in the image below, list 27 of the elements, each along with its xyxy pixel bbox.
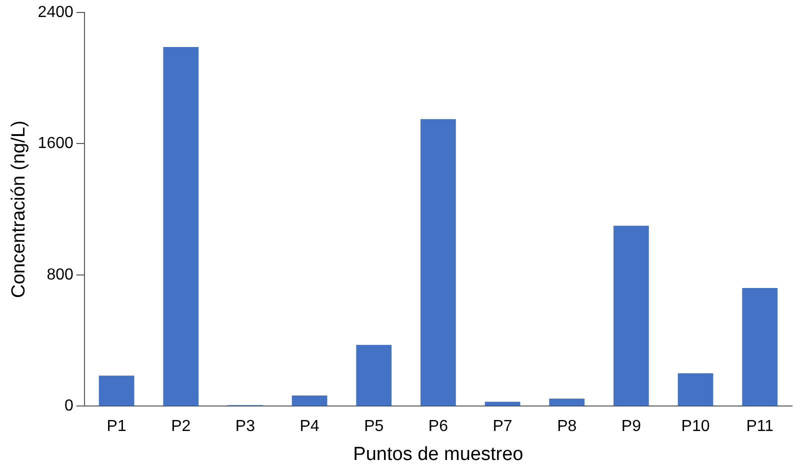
x-tick-label: P8 bbox=[557, 418, 577, 436]
x-tick-label: P2 bbox=[171, 418, 191, 436]
bar bbox=[292, 396, 328, 406]
x-tick-label: P11 bbox=[746, 418, 774, 436]
y-tick-label: 1600 bbox=[38, 135, 74, 152]
bar bbox=[484, 402, 520, 406]
x-tick-label: P1 bbox=[106, 418, 126, 436]
bar bbox=[549, 398, 585, 406]
bar bbox=[613, 226, 649, 406]
x-tick-label: P5 bbox=[364, 418, 384, 436]
x-tick-label: P6 bbox=[428, 418, 448, 436]
bar bbox=[163, 47, 199, 406]
y-axis-title: Concentración (ng/L) bbox=[8, 120, 30, 298]
x-tick-label: P4 bbox=[300, 418, 320, 436]
bar bbox=[742, 288, 778, 406]
x-tick-label: P7 bbox=[492, 418, 512, 436]
bar bbox=[356, 344, 392, 406]
x-tick-label: P3 bbox=[235, 418, 256, 436]
bar bbox=[420, 119, 456, 406]
bar bbox=[678, 373, 714, 406]
x-tick-label: P9 bbox=[621, 418, 642, 436]
bar bbox=[98, 376, 134, 406]
x-tick-label: P10 bbox=[681, 418, 710, 436]
y-tick-label: 2400 bbox=[38, 4, 74, 22]
x-axis-title: Puntos de muestreo bbox=[353, 444, 524, 465]
y-tick-label: 0 bbox=[64, 397, 74, 414]
y-tick-label: 800 bbox=[46, 266, 74, 284]
